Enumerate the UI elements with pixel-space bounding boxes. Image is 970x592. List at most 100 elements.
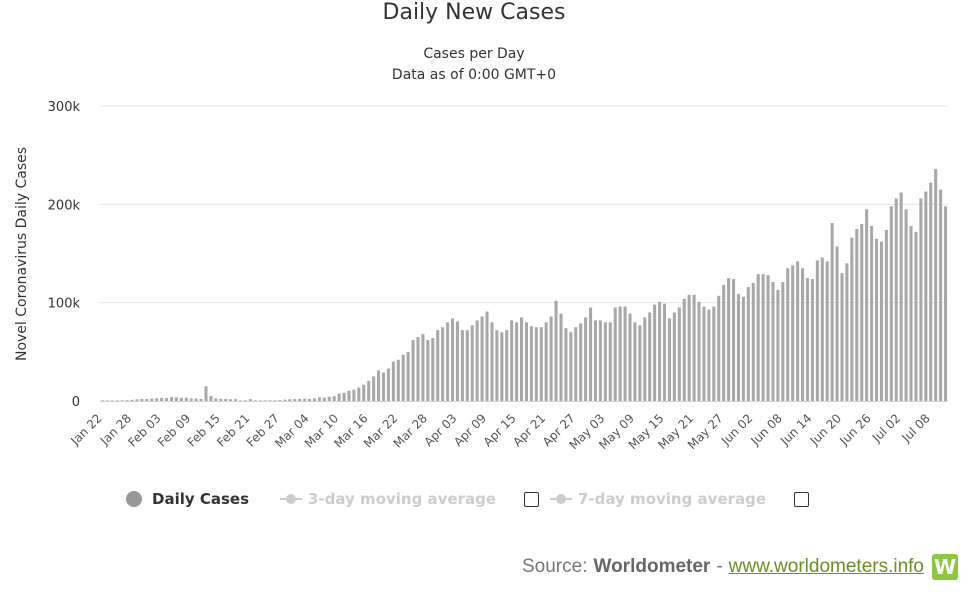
bar[interactable] (899, 192, 903, 401)
bar[interactable] (825, 261, 829, 401)
bar[interactable] (431, 338, 435, 401)
bar[interactable] (810, 279, 814, 401)
bar[interactable] (298, 398, 302, 401)
bar[interactable] (707, 309, 711, 401)
bar[interactable] (317, 397, 321, 401)
bar[interactable] (682, 298, 686, 401)
bar[interactable] (485, 311, 489, 401)
bar[interactable] (589, 307, 593, 401)
bar[interactable] (278, 400, 282, 401)
bar[interactable] (357, 387, 361, 401)
bar[interactable] (396, 359, 400, 401)
bar[interactable] (870, 225, 874, 401)
bar[interactable] (416, 337, 420, 401)
bar[interactable] (554, 300, 558, 401)
bar[interactable] (165, 398, 169, 401)
bar[interactable] (160, 397, 164, 401)
bar[interactable] (515, 322, 519, 401)
bar[interactable] (347, 390, 351, 401)
bar[interactable] (169, 397, 174, 401)
bar[interactable] (377, 370, 381, 401)
bar[interactable] (367, 380, 371, 401)
bar[interactable] (741, 296, 745, 401)
bar[interactable] (820, 257, 824, 401)
bar[interactable] (608, 322, 612, 401)
source-link[interactable]: www.worldometers.info (728, 556, 924, 577)
bar[interactable] (830, 223, 834, 401)
bar[interactable] (475, 320, 479, 401)
bar[interactable] (593, 320, 598, 401)
bar[interactable] (450, 318, 455, 401)
bar[interactable] (539, 327, 543, 401)
bar[interactable] (919, 198, 923, 401)
legend-3-day-moving-average[interactable]: 3-day moving average (280, 486, 540, 512)
bar[interactable] (490, 322, 494, 401)
bar[interactable] (653, 304, 657, 401)
legend-7-day-moving-average[interactable]: 7-day moving average (550, 486, 810, 512)
3-day-checkbox[interactable] (524, 491, 540, 507)
bar[interactable] (238, 400, 243, 401)
bar[interactable] (776, 289, 780, 401)
bar[interactable] (623, 306, 627, 401)
bar[interactable] (145, 399, 149, 401)
bar[interactable] (736, 293, 740, 401)
bar[interactable] (436, 330, 440, 401)
bar[interactable] (406, 351, 410, 401)
bar[interactable] (687, 294, 691, 401)
bar[interactable] (441, 327, 445, 401)
bar[interactable] (179, 397, 183, 401)
bar[interactable] (135, 399, 139, 401)
bar[interactable] (746, 286, 750, 401)
bar[interactable] (584, 317, 588, 401)
bar[interactable] (120, 400, 124, 401)
bar[interactable] (125, 400, 129, 401)
bar-series-daily-cases[interactable] (100, 168, 948, 402)
bar[interactable] (381, 372, 386, 401)
bar[interactable] (692, 294, 696, 401)
bar[interactable] (130, 399, 134, 401)
bar[interactable] (618, 306, 622, 401)
bar[interactable] (564, 328, 568, 401)
bar[interactable] (756, 274, 760, 401)
bar[interactable] (874, 238, 879, 401)
bar[interactable] (411, 340, 415, 401)
bar[interactable] (944, 206, 948, 401)
bar[interactable] (362, 384, 366, 401)
bar[interactable] (667, 318, 671, 401)
bar[interactable] (465, 330, 469, 401)
bar[interactable] (727, 278, 731, 401)
bar[interactable] (771, 282, 775, 401)
bar[interactable] (796, 261, 800, 401)
bar[interactable] (520, 317, 524, 401)
bar[interactable] (500, 332, 504, 401)
bar[interactable] (761, 274, 765, 401)
bar[interactable] (308, 398, 312, 401)
bar[interactable] (495, 330, 499, 401)
bar[interactable] (579, 323, 583, 401)
bar[interactable] (815, 260, 819, 401)
bar[interactable] (791, 265, 795, 401)
bar[interactable] (391, 361, 395, 401)
bar[interactable] (722, 284, 726, 401)
bar[interactable] (372, 376, 376, 401)
bar[interactable] (633, 322, 637, 401)
bar[interactable] (860, 224, 864, 401)
bar[interactable] (268, 400, 272, 401)
bar[interactable] (894, 198, 898, 401)
bar[interactable] (613, 307, 617, 401)
bar[interactable] (889, 206, 893, 401)
bar[interactable] (801, 268, 805, 401)
bar[interactable] (658, 301, 662, 401)
bar[interactable] (184, 397, 188, 401)
bar[interactable] (446, 322, 450, 401)
bar[interactable] (288, 399, 292, 401)
bar[interactable] (672, 312, 676, 402)
bar[interactable] (662, 303, 667, 401)
bar[interactable] (712, 306, 716, 401)
bar[interactable] (603, 322, 607, 401)
bar[interactable] (110, 400, 114, 401)
bar[interactable] (648, 312, 652, 402)
bar[interactable] (283, 399, 287, 401)
bar[interactable] (455, 321, 459, 401)
bar[interactable] (884, 229, 888, 401)
